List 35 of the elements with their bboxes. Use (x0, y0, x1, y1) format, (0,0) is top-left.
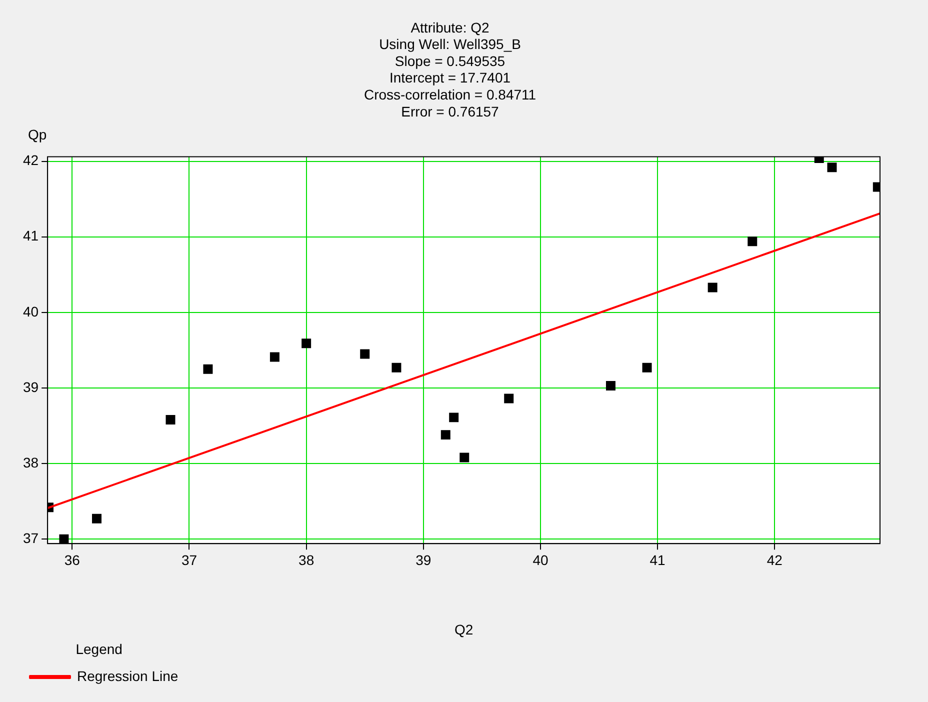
y-tick-label: 38 (22, 454, 39, 470)
x-tick-label: 42 (766, 552, 783, 568)
y-tick-label: 39 (22, 378, 39, 395)
point (748, 236, 758, 246)
y-axis-title: Qp (28, 126, 47, 143)
x-axis-title: Q2 (454, 622, 474, 638)
x-tick-label: 40 (532, 552, 548, 568)
point (827, 162, 837, 172)
y-tick-label: 37 (22, 530, 39, 546)
x-tick-label: 37 (181, 552, 198, 568)
point (449, 412, 459, 422)
point (92, 514, 102, 524)
point (270, 352, 280, 362)
point (642, 362, 652, 372)
y-tick-label: 42 (22, 152, 39, 168)
x-tick-label: 36 (64, 552, 80, 568)
point (302, 338, 312, 348)
point (460, 452, 470, 462)
point (504, 394, 514, 404)
point (392, 362, 402, 372)
point (360, 349, 370, 359)
point (708, 282, 718, 292)
point (166, 414, 176, 424)
y-tick-label: 40 (22, 303, 39, 320)
point (606, 380, 616, 390)
y-tick-label: 41 (22, 228, 39, 244)
legend-label: Regression Line (77, 668, 178, 684)
x-tick-label: 38 (298, 552, 314, 568)
x-tick-label: 39 (416, 552, 432, 568)
point (440, 430, 450, 440)
x-tick-label: 41 (650, 552, 666, 568)
legend-title: Legend (76, 641, 122, 658)
point (203, 364, 213, 374)
chart-title: Attribute: Q2 Using Well: Well395_B Slope = 0.549535 Intercept = 17.7401 Cross-correlation = 0.84711 Error = 0.76157 (364, 19, 536, 120)
point (59, 534, 69, 544)
